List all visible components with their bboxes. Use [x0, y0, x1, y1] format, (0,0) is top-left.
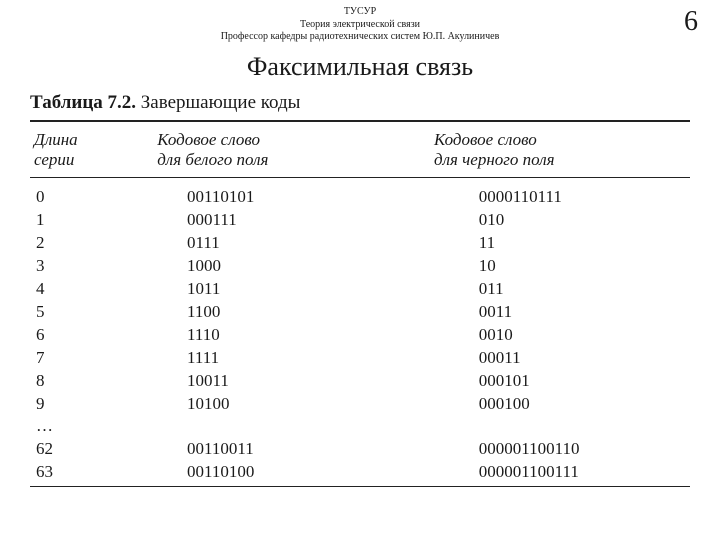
cell-white-code: 1100 [131, 301, 409, 324]
cell-black-code: 00011 [409, 347, 690, 370]
cell-black-code: 000001100110 [409, 438, 690, 461]
table-rule-bottom [30, 486, 690, 487]
cell-white-code: 1000 [131, 255, 409, 278]
table-rule-mid [30, 177, 690, 178]
cell-black-code: 0011 [409, 301, 690, 324]
cell-black-code: 11 [409, 232, 690, 255]
cell-white-code: 1011 [131, 278, 409, 301]
cell-length: 7 [30, 347, 131, 370]
table-caption: Таблица 7.2. Завершающие коды [30, 92, 690, 114]
cell-length: … [30, 415, 131, 438]
table-row: 2011111 [30, 232, 690, 255]
table-row: 3100010 [30, 255, 690, 278]
cell-length: 0 [30, 186, 131, 209]
cell-black-code [409, 415, 690, 438]
table-row: 7111100011 [30, 347, 690, 370]
header-line-1: ТУСУР [0, 6, 720, 19]
cell-black-code: 0010 [409, 324, 690, 347]
cell-white-code: 10100 [131, 393, 409, 416]
col-header-white: Кодовое словодля белого поля [149, 130, 426, 169]
page-number: 6 [684, 6, 698, 38]
page-title: Факсимильная связь [0, 52, 720, 82]
col-header-black: Кодовое словодля черного поля [426, 130, 690, 169]
cell-length: 63 [30, 461, 131, 484]
cell-white-code: 000111 [131, 209, 409, 232]
table-row: 6300110100000001100111 [30, 461, 690, 484]
table-rule-top [30, 120, 690, 122]
table-header-row: Длинасерии Кодовое словодля белого поля … [30, 126, 690, 175]
cell-white-code: 1110 [131, 324, 409, 347]
cell-black-code: 000100 [409, 393, 690, 416]
table-row: 511000011 [30, 301, 690, 324]
header-line-2: Теория электрической связи [0, 19, 720, 32]
table-body: 0001101010000110111100011101020111113100… [30, 180, 690, 484]
cell-black-code: 010 [409, 209, 690, 232]
header-block: ТУСУР Теория электрической связи Професс… [0, 6, 720, 44]
col-header-length: Длинасерии [30, 130, 149, 169]
table-row: 910100000100 [30, 393, 690, 416]
cell-length: 1 [30, 209, 131, 232]
cell-length: 9 [30, 393, 131, 416]
header-line-3: Профессор кафедры радиотехнических систе… [0, 31, 720, 44]
table-row: 41011011 [30, 278, 690, 301]
cell-black-code: 011 [409, 278, 690, 301]
cell-white-code: 10011 [131, 370, 409, 393]
table-row: 611100010 [30, 324, 690, 347]
cell-length: 3 [30, 255, 131, 278]
table-row: 0001101010000110111 [30, 186, 690, 209]
cell-black-code: 000001100111 [409, 461, 690, 484]
cell-white-code: 00110100 [131, 461, 409, 484]
table-row: 1000111010 [30, 209, 690, 232]
cell-white-code: 00110011 [131, 438, 409, 461]
table-row: 810011000101 [30, 370, 690, 393]
cell-black-code: 000101 [409, 370, 690, 393]
cell-white-code: 1111 [131, 347, 409, 370]
cell-white-code [131, 415, 409, 438]
table-row: … [30, 415, 690, 438]
table-row: 6200110011000001100110 [30, 438, 690, 461]
cell-length: 5 [30, 301, 131, 324]
cell-length: 4 [30, 278, 131, 301]
cell-length: 6 [30, 324, 131, 347]
cell-length: 62 [30, 438, 131, 461]
cell-black-code: 0000110111 [409, 186, 690, 209]
table-caption-label: Таблица 7.2. [30, 92, 136, 113]
cell-length: 2 [30, 232, 131, 255]
table-caption-text: Завершающие коды [141, 92, 301, 113]
cell-black-code: 10 [409, 255, 690, 278]
cell-white-code: 0111 [131, 232, 409, 255]
cell-length: 8 [30, 370, 131, 393]
code-table: Таблица 7.2. Завершающие коды Длинасерии… [30, 92, 690, 489]
cell-white-code: 00110101 [131, 186, 409, 209]
